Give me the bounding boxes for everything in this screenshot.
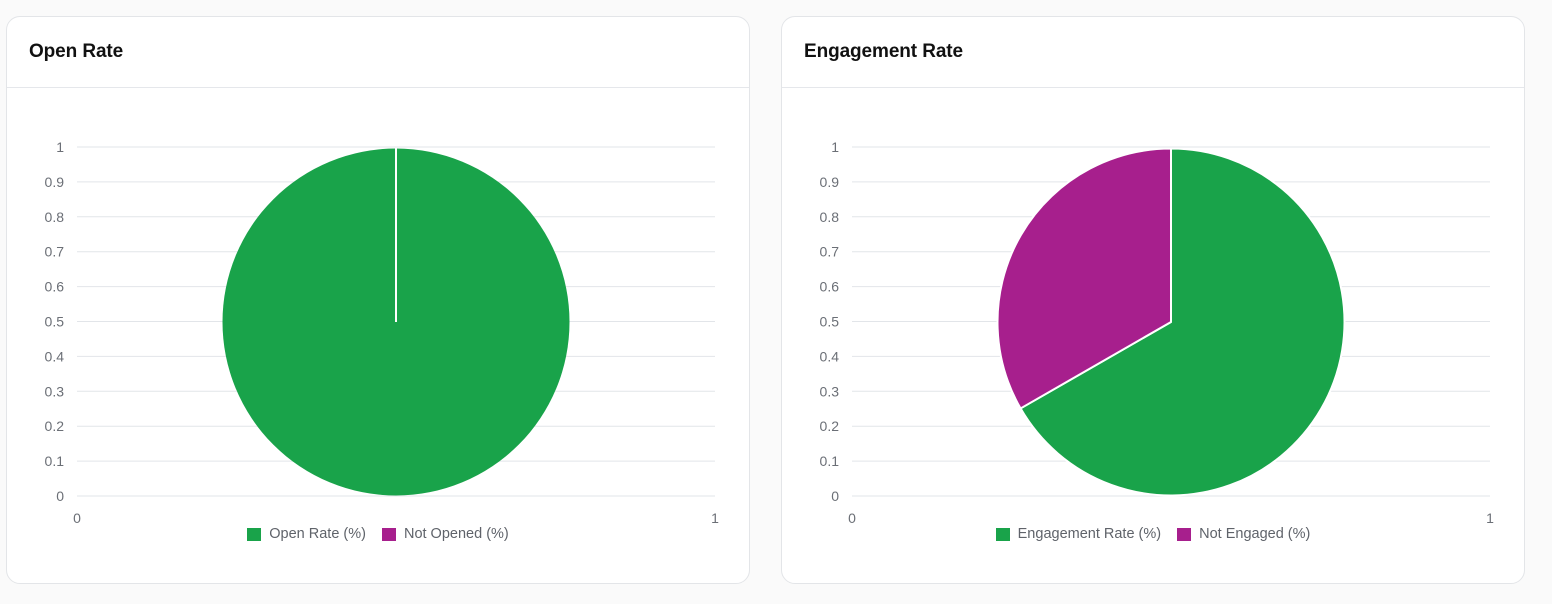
legend-swatch-engagement-rate: [995, 527, 1010, 541]
slice-engagement-rate: [1019, 147, 1346, 497]
engagement-rate-card: Engagement Rate 1 0.9 0.8 0.7 0.6 0.5 0.4 0.3 0.…: [781, 16, 1525, 584]
legend-item-engagement-rate[interactable]: Engagement Rate (%): [995, 526, 1162, 542]
legend-item-not-engaged[interactable]: Not Engaged (%): [1177, 526, 1310, 542]
engagement-rate-legend: Engagement Rate (%) Not Engaged (%): [782, 526, 1524, 542]
x-tick-label: 1: [711, 510, 719, 526]
y-tick-label: 0: [56, 488, 64, 504]
engagement-rate-card-header: Engagement Rate: [782, 17, 1524, 88]
y-tick-label: 1: [831, 139, 839, 155]
legend-label-open-rate: Open Rate (%): [269, 526, 366, 542]
y-tick-label: 0.2: [820, 418, 840, 434]
open-rate-pie-chart: 1 0.9 0.8 0.7 0.6 0.5 0.4 0.3 0.2 0.1 00 1: [45, 139, 720, 526]
y-tick-label: 0.6: [45, 279, 65, 295]
open-rate-legend: Open Rate (%) Not Opened (%): [7, 526, 749, 542]
legend-swatch-open-rate: [247, 527, 262, 541]
engagement-rate-title: Engagement Rate: [804, 41, 963, 62]
open-rate-card: Open Rate 1 0.9 0.8 0.7 0.6 0.5 0.4 0.3 0.2 0.1 0 0…: [6, 16, 750, 584]
engagement-rate-pie-chart: 1 0.9 0.8 0.7 0.6 0.5 0.4 0.3 0.2 0.1 00 1: [820, 139, 1495, 526]
y-tick-label: 0.9: [820, 174, 840, 190]
legend-swatch-not-opened: [381, 527, 396, 541]
legend-item-open-rate[interactable]: Open Rate (%): [247, 526, 366, 542]
y-tick-label: 0.4: [820, 348, 840, 364]
y-tick-label: 0.8: [45, 209, 65, 225]
y-tick-label: 0.3: [45, 383, 65, 399]
y-tick-label: 0.6: [820, 279, 840, 295]
legend-label-not-engaged: Not Engaged (%): [1199, 526, 1311, 542]
y-tick-label: 1: [56, 139, 64, 155]
y-tick-label: 0.1: [45, 453, 65, 469]
open-rate-card-header: Open Rate: [7, 17, 749, 88]
legend-label-engagement-rate: Engagement Rate (%): [1017, 526, 1162, 542]
y-tick-label: 0.1: [820, 453, 840, 469]
y-tick-label: 0.2: [45, 418, 65, 434]
legend-item-not-opened[interactable]: Not Opened (%): [381, 526, 509, 542]
slice-not-engaged: [996, 147, 1172, 410]
y-tick-label: 0.5: [45, 314, 65, 330]
y-tick-label: 0.8: [820, 209, 840, 225]
x-tick-label: 0: [848, 510, 856, 526]
y-tick-label: 0.9: [45, 174, 65, 190]
y-tick-label: 0.7: [45, 244, 65, 260]
legend-label-not-opened: Not Opened (%): [403, 526, 509, 542]
open-rate-title: Open Rate: [29, 41, 124, 62]
x-tick-label: 0: [73, 510, 81, 526]
y-tick-label: 0.5: [820, 314, 840, 330]
y-tick-label: 0.4: [45, 348, 65, 364]
y-tick-label: 0.7: [820, 244, 840, 260]
x-tick-label: 1: [1486, 510, 1494, 526]
legend-swatch-not-engaged: [1177, 527, 1192, 541]
y-tick-label: 0: [831, 488, 839, 504]
y-tick-label: 0.3: [820, 383, 840, 399]
